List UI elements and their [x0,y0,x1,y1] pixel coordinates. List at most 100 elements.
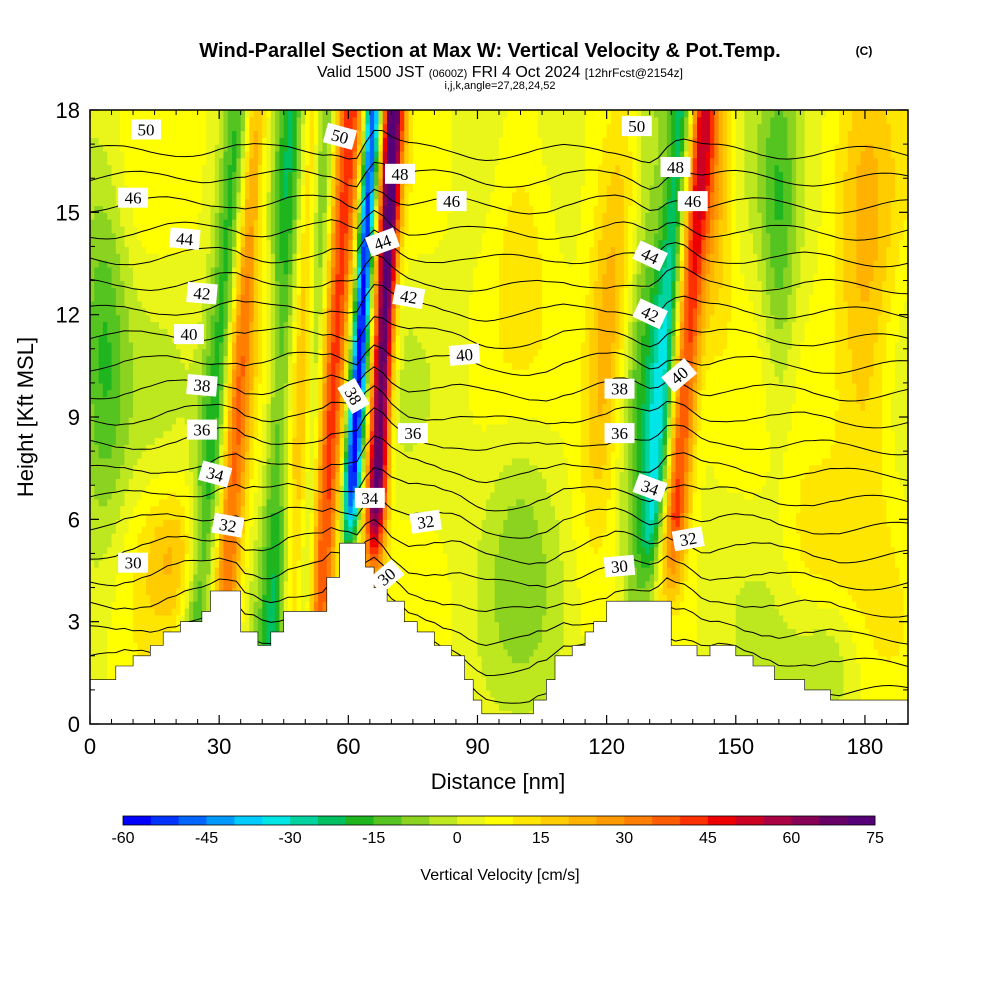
velocity-cell [210,321,216,329]
velocity-cell [133,430,138,439]
velocity-cell [249,621,255,630]
velocity-cell [275,260,281,268]
velocity-cell [288,280,293,288]
velocity-cell [197,130,203,138]
velocity-cell [171,567,177,575]
velocity-cell [309,567,315,575]
velocity-cell [98,260,104,268]
velocity-cell [275,485,281,493]
velocity-cell [227,123,233,132]
velocity-cell [141,498,147,507]
velocity-cell [240,294,246,302]
velocity-cell [318,382,324,391]
velocity-cell [318,560,324,568]
velocity-cell [193,567,199,575]
velocity-cell [266,314,272,323]
velocity-cell [98,239,104,248]
velocity-cell [296,253,302,261]
velocity-cell [309,573,315,582]
velocity-cell [210,567,216,575]
velocity-cell [145,492,151,500]
velocity-cell [137,580,143,589]
velocity-cell [219,321,225,329]
velocity-cell [244,266,250,275]
velocity-cell [115,457,121,466]
velocity-cell [279,348,285,357]
velocity-cell [266,546,272,555]
velocity-cell [115,253,121,261]
velocity-cell [244,437,250,445]
velocity-cell [163,287,169,295]
velocity-cell [133,260,138,268]
velocity-cell [180,580,186,589]
velocity-cell [115,539,121,548]
velocity-cell [262,553,268,561]
velocity-cell [249,198,255,207]
velocity-cell [189,573,194,582]
velocity-cell [240,239,246,248]
velocity-cell [120,492,126,500]
velocity-cell [158,437,164,445]
velocity-cell [145,430,151,439]
velocity-cell [150,587,156,595]
velocity-cell [275,498,281,507]
velocity-cell [270,164,276,172]
velocity-cell [309,287,315,295]
velocity-cell [210,150,216,159]
velocity-cell [253,485,259,493]
velocity-cell [322,594,328,602]
velocity-cell [214,362,220,370]
velocity-cell [158,301,164,309]
velocity-cell [111,471,117,479]
velocity-cell [115,573,121,582]
velocity-cell [163,546,169,555]
velocity-cell [124,376,130,384]
velocity-cell [283,253,289,261]
velocity-cell [124,130,130,138]
velocity-cell [150,396,156,404]
velocity-cell [120,451,126,459]
velocity-cell [305,451,311,459]
velocity-cell [176,451,182,459]
velocity-cell [253,580,259,589]
velocity-cell [167,369,173,377]
velocity-cell [275,116,281,125]
velocity-cell [120,239,126,248]
velocity-cell [266,157,272,166]
velocity-cell [128,532,134,541]
velocity-cell [322,287,328,295]
velocity-cell [283,185,289,193]
velocity-cell [279,417,285,425]
velocity-cell [275,150,281,159]
velocity-cell [145,150,151,159]
velocity-cell [201,232,207,241]
velocity-cell [300,328,306,336]
velocity-cell [184,444,190,452]
velocity-cell [98,471,104,479]
velocity-cell [189,171,194,179]
velocity-cell [128,369,134,377]
velocity-cell [244,601,250,609]
velocity-cell [227,314,233,323]
velocity-cell [318,294,324,302]
velocity-cell [193,485,199,493]
velocity-cell [158,321,164,329]
velocity-cell [176,573,182,582]
velocity-cell [197,512,203,520]
velocity-cell [309,253,315,261]
velocity-cell [270,512,276,520]
velocity-cell [210,505,216,514]
velocity-cell [275,205,281,213]
velocity-cell [305,396,311,404]
velocity-cell [141,505,147,514]
velocity-cell [90,335,95,343]
velocity-cell [210,205,216,213]
velocity-cell [275,314,281,323]
velocity-cell [223,253,229,261]
velocity-cell [253,498,259,507]
velocity-cell [98,328,104,336]
velocity-cell [154,144,160,152]
velocity-cell [318,307,324,316]
velocity-cell [232,219,237,227]
velocity-cell [266,594,272,602]
